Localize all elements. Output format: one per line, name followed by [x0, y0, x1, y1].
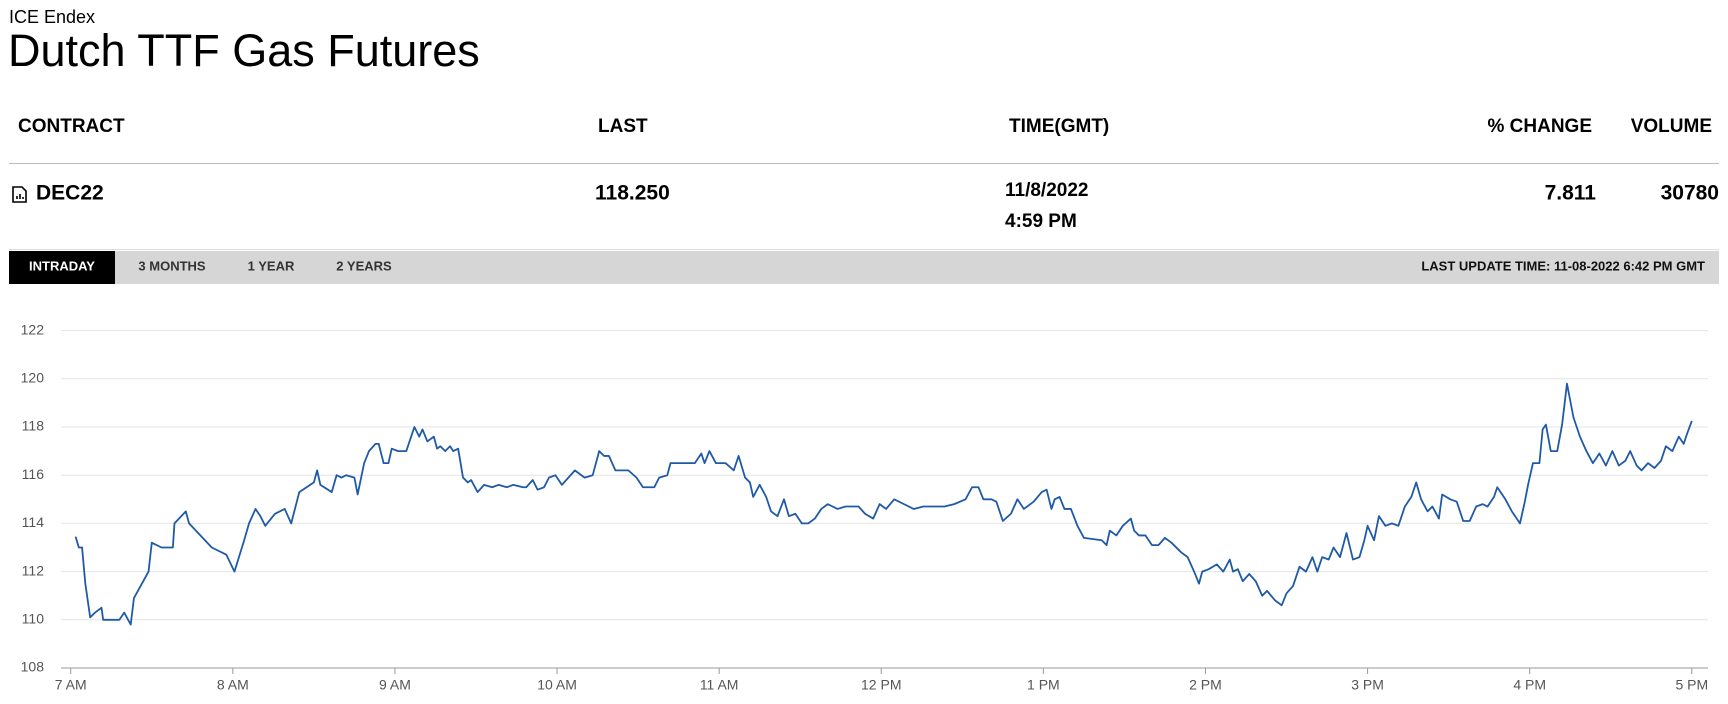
- date: 11/8/2022: [1005, 180, 1088, 201]
- y-tick-label: 110: [22, 611, 45, 627]
- exchange: ICE Endex: [9, 7, 95, 27]
- last-update: LAST UPDATE TIME: 11-08-2022 6:42 PM GMT: [1421, 258, 1705, 273]
- tab[interactable]: 3 MONTHS: [138, 258, 206, 273]
- contract[interactable]: DEC22: [36, 182, 104, 205]
- y-tick-label: 112: [22, 562, 45, 578]
- y-tick-label: 114: [22, 514, 45, 530]
- x-tick-label: 10 AM: [537, 677, 577, 693]
- volume: 30780: [1661, 182, 1719, 205]
- y-tick-label: 108: [21, 659, 45, 675]
- col-header: % CHANGE: [1487, 116, 1592, 137]
- x-tick-label: 2 PM: [1189, 677, 1222, 693]
- change: 7.811: [1545, 182, 1597, 205]
- time: 4:59 PM: [1005, 211, 1077, 232]
- y-tick-label: 118: [22, 418, 45, 434]
- tabs: INTRADAY 3 MONTHS 1 YEAR 2 YEARS: [9, 251, 392, 284]
- x-tick-label: 12 PM: [861, 677, 901, 693]
- x-tick-label: 4 PM: [1513, 677, 1546, 693]
- tab[interactable]: 2 YEARS: [336, 258, 392, 273]
- active-tab: [9, 251, 115, 284]
- x-tick-label: 9 AM: [379, 677, 411, 693]
- col-header: TIME(GMT): [1009, 116, 1109, 137]
- x-tick-label: 11 AM: [700, 677, 739, 693]
- tab[interactable]: INTRADAY: [29, 258, 95, 273]
- price-line: [74, 382, 1693, 626]
- x-tick-label: 3 PM: [1351, 677, 1384, 693]
- x-tick-label: 1 PM: [1027, 677, 1060, 693]
- col-header: CONTRACT: [18, 116, 125, 137]
- col-header: VOLUME: [1631, 116, 1712, 137]
- col-header: LAST: [598, 116, 648, 137]
- x-tick-label: 5 PM: [1675, 677, 1708, 693]
- page-title: Dutch TTF Gas Futures: [8, 25, 480, 76]
- x-tick-label: 8 AM: [217, 677, 249, 693]
- tab[interactable]: 1 YEAR: [248, 258, 295, 273]
- tab-bar: [9, 251, 1719, 284]
- y-tick-label: 120: [21, 370, 45, 386]
- last-price: 118.250: [595, 182, 670, 205]
- y-tick-label: 116: [22, 466, 45, 482]
- y-tick-label: 122: [21, 321, 45, 337]
- x-tick-label: 7 AM: [55, 677, 87, 693]
- file-icon: [12, 186, 27, 203]
